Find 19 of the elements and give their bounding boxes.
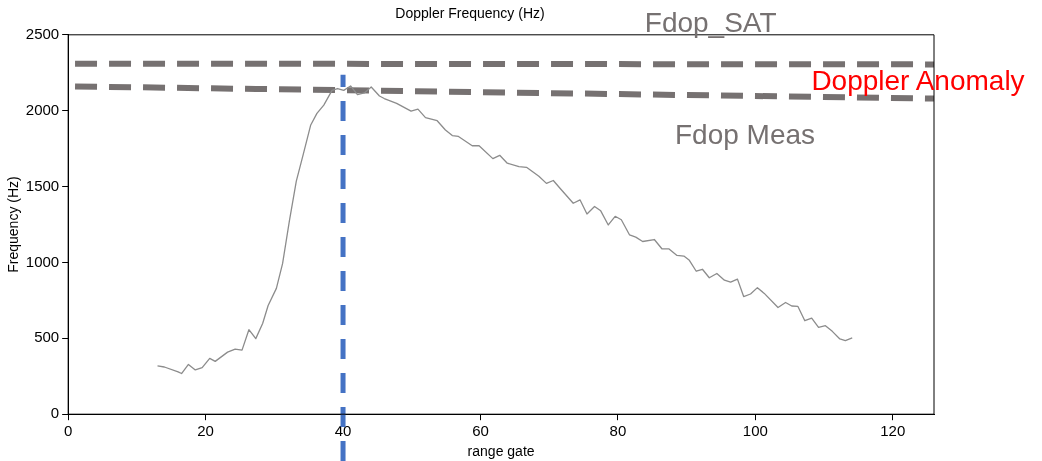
- x-tick-label: 80: [609, 422, 627, 440]
- chart-title: Doppler Frequency (Hz): [395, 5, 545, 22]
- x-axis-title: range gate: [467, 443, 535, 460]
- y-tick-label: 1500: [25, 176, 60, 194]
- annotation: Doppler Anomaly: [811, 64, 1025, 96]
- series-label: Fdop_SAT: [644, 6, 777, 38]
- y-tick-label: 2000: [25, 100, 60, 118]
- x-tick-label: 20: [197, 422, 214, 440]
- y-tick-label: 500: [34, 328, 60, 346]
- y-axis-title: Frequency (Hz): [5, 176, 22, 273]
- series-label: Fdop Meas: [674, 118, 816, 150]
- x-tick-label: 120: [880, 422, 906, 440]
- x-tick-label: 100: [742, 422, 768, 440]
- x-tick-label: 60: [472, 422, 489, 440]
- x-tick-label: 40: [334, 422, 352, 440]
- y-tick-label: 1000: [25, 252, 60, 270]
- x-tick-label: 0: [64, 422, 73, 440]
- y-tick-label: 2500: [25, 24, 60, 42]
- y-tick-label: 0: [50, 404, 60, 422]
